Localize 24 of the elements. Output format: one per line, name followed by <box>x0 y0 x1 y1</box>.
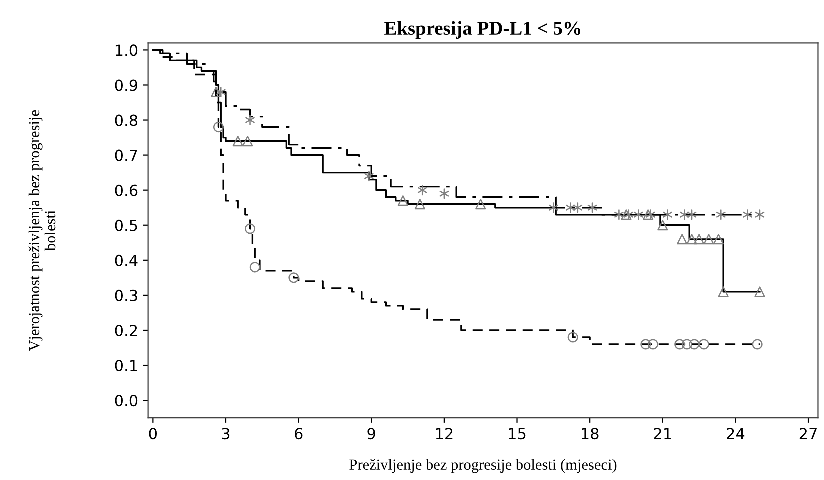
x-tick-label: 15 <box>509 428 526 440</box>
x-tick-label: 18 <box>582 428 599 440</box>
y-tick-label: 1.0 <box>116 44 138 56</box>
y-tick-label: 0.6 <box>115 184 138 196</box>
y-tick-label: 0.9 <box>115 80 138 92</box>
y-tick-label: 0.4 <box>115 254 138 266</box>
y-tick-label: 0.7 <box>115 150 138 162</box>
y-tick-label: 0.2 <box>115 324 138 337</box>
x-tick-label: 21 <box>654 428 672 440</box>
y-tick-label: 0.1 <box>115 360 138 372</box>
x-tick-label: 24 <box>727 428 745 440</box>
chart-title: Ekspresija PD-L1 < 5% <box>384 21 581 40</box>
x-tick-label: 3 <box>222 428 230 440</box>
x-tick-label: 12 <box>436 428 453 440</box>
x-tick-label: 27 <box>800 428 817 440</box>
y-tick-label: 0.5 <box>115 220 138 232</box>
y-axis-title: Vjerojatnost preživljenja bez progresije bolesti <box>28 110 56 352</box>
x-tick-label: 0 <box>149 428 158 440</box>
y-tick-label: 0.3 <box>115 290 138 302</box>
y-tick-label: 0.8 <box>115 114 138 126</box>
y-tick-label: 0.0 <box>115 395 138 407</box>
x-axis-title: Preživljenje bez progresije bolesti (mjeseci) <box>350 459 617 474</box>
x-tick-label: 9 <box>368 428 376 440</box>
x-tick-label: 6 <box>295 428 303 440</box>
